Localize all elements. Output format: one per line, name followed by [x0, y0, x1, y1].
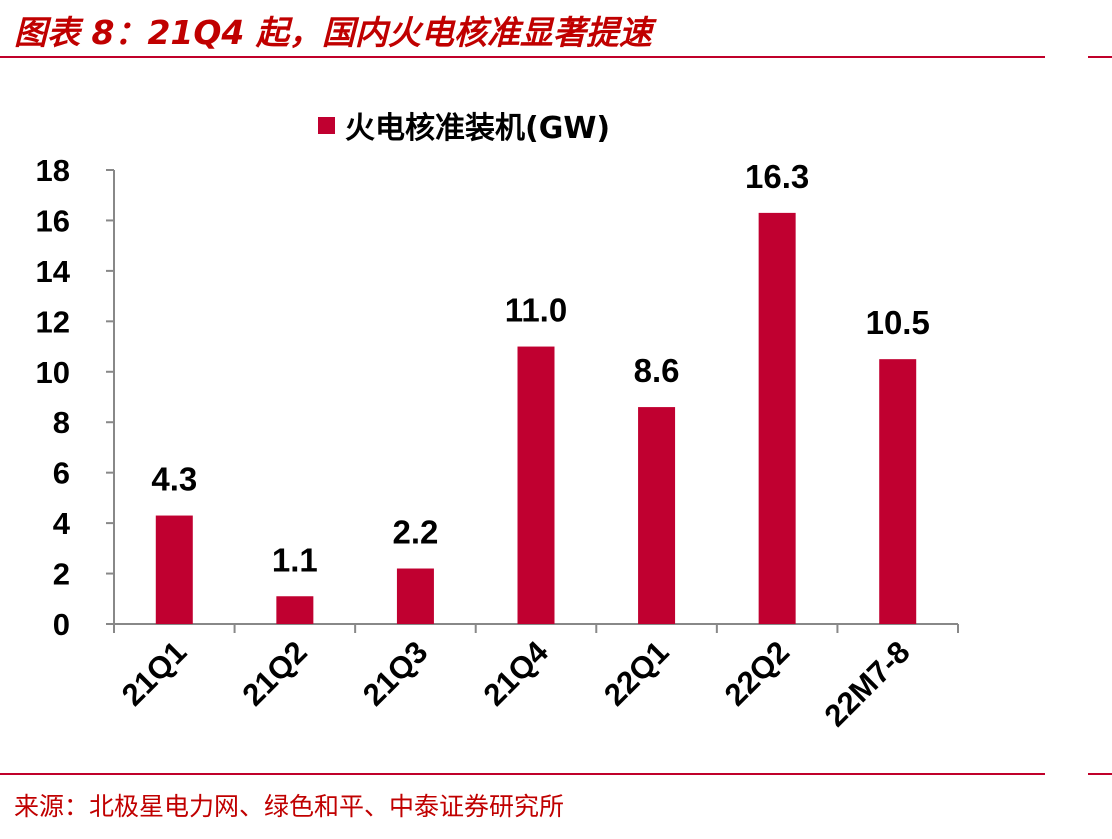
data-label: 2.2	[392, 514, 438, 551]
bars	[155, 212, 917, 624]
data-label: 11.0	[505, 292, 567, 329]
data-label: 8.6	[634, 352, 680, 389]
y-tick-label: 10	[36, 355, 70, 390]
y-tick-label: 8	[53, 405, 70, 440]
x-tick-label: 21Q3	[356, 634, 434, 712]
x-tick-label: 21Q2	[235, 634, 313, 712]
y-tick-label: 6	[53, 456, 70, 491]
y-tick-label: 14	[36, 254, 71, 289]
data-label: 10.5	[866, 304, 930, 341]
legend-swatch	[318, 117, 335, 134]
bar	[276, 596, 314, 624]
top-divider-right	[1088, 56, 1112, 58]
y-tick-label: 18	[36, 153, 70, 188]
bar	[758, 212, 796, 624]
bottom-divider-right	[1088, 773, 1112, 775]
top-divider	[0, 56, 1045, 58]
legend-label: 火电核准装机(GW)	[345, 111, 610, 146]
y-tick-label: 2	[53, 557, 70, 592]
bottom-divider	[0, 773, 1045, 775]
x-tick-label: 22M7-8	[818, 634, 917, 733]
figure-title: 图表 8：21Q4 起，国内火电核准显著提速	[14, 13, 652, 52]
data-label: 4.3	[151, 461, 197, 498]
data-label: 16.3	[745, 158, 809, 195]
x-tick-label: 22Q2	[718, 634, 796, 712]
source-note: 来源：北极星电力网、绿色和平、中泰证券研究所	[14, 792, 565, 821]
legend: 火电核准装机(GW)	[318, 111, 610, 146]
y-axis: 0 2 4 6 8 10 12 14 16 18	[36, 153, 115, 642]
data-label: 1.1	[272, 541, 318, 578]
bar	[879, 359, 917, 624]
x-tick-label: 21Q4	[477, 634, 556, 713]
bar	[155, 515, 193, 624]
bar	[517, 346, 555, 624]
y-tick-label: 4	[53, 506, 71, 541]
y-tick-label: 0	[53, 607, 70, 642]
data-labels: 4.3 1.1 2.2 11.0 8.6 16.3 10.5	[151, 158, 929, 578]
x-tick-label: 22Q1	[597, 634, 675, 712]
x-axis: 21Q1 21Q2 21Q3 21Q4 22Q1 22Q2 22M7-8	[113, 623, 959, 733]
bar	[396, 568, 434, 624]
bar	[638, 407, 676, 624]
y-tick-label: 16	[36, 203, 70, 238]
x-tick-label: 21Q1	[115, 634, 193, 712]
y-tick-label: 12	[36, 304, 70, 339]
